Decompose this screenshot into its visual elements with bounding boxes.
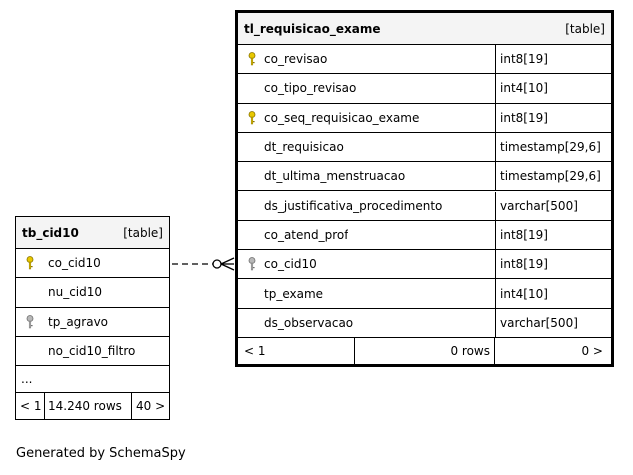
column-row[interactable]: co_seq_requisicao_exame int8[19] [238,103,611,133]
column-name: ds_justificativa_procedimento [264,198,443,213]
column-name: co_seq_requisicao_exame [264,110,420,125]
primary-key-icon [248,110,256,124]
column-type: timestamp[29,6] [500,140,601,155]
column-type: int8[19] [500,52,548,67]
column-name: ds_observacao [264,315,354,330]
column-name: no_cid10_filtro [48,344,136,359]
column-row[interactable]: tp_agravo [16,308,169,337]
column-name: co_atend_prof [264,227,349,242]
parents-count[interactable]: < 1 [20,399,42,413]
relationship-crowfoot-top [220,257,235,265]
column-row[interactable]: co_atend_prof int8[19] [238,220,611,251]
children-count[interactable]: 0 > [581,344,603,358]
table-name: tb_cid10 [22,225,79,240]
parents-count[interactable]: < 1 [244,344,266,358]
primary-key-icon [248,52,256,66]
column-type: int8[19] [500,257,548,272]
table-tb-cid10[interactable]: tb_cid10 [table] co_cid10 nu_cid10 tp_agra… [15,216,170,420]
column-row[interactable]: ds_observacao varchar[500] [238,308,611,338]
column-name: co_tipo_revisao [264,81,357,96]
generated-by-text: Generated by SchemaSpy [16,446,186,461]
column-row[interactable]: co_cid10 int8[19] [238,250,611,280]
row-count: 14.240 rows [48,399,122,413]
table-footer: < 1 0 rows 0 > [238,338,611,364]
column-type: int8[19] [500,110,548,125]
column-row[interactable]: dt_ultima_menstruacao timestamp[29,6] [238,162,611,192]
column-name: dt_requisicao [264,140,344,155]
column-row[interactable]: dt_requisicao timestamp[29,6] [238,132,611,163]
column-row[interactable]: tp_exame int4[10] [238,279,611,309]
column-name: dt_ultima_menstruacao [264,169,406,184]
column-row[interactable]: no_cid10_filtro [16,337,169,367]
column-name: co_cid10 [264,257,317,272]
table-type-label: [table] [123,225,163,240]
foreign-key-icon [248,257,256,271]
column-type: varchar[500] [500,315,578,330]
column-type: int4[10] [500,81,548,96]
primary-key-icon [26,256,34,270]
column-row[interactable]: co_cid10 [16,249,169,279]
column-name: tp_exame [264,286,324,301]
table-name: tl_requisicao_exame [244,21,381,36]
column-row[interactable]: co_revisao int8[19] [238,45,611,75]
table-header[interactable]: tb_cid10 [table] [16,217,169,249]
column-type: int8[19] [500,227,548,242]
column-type: int4[10] [500,286,548,301]
column-row[interactable]: co_tipo_revisao int4[10] [238,74,611,104]
column-name: co_revisao [264,52,328,67]
relationship-crowfoot-bottom [220,263,235,271]
column-name: nu_cid10 [48,285,103,300]
more-columns-indicator: ... [21,372,33,386]
table-type-label: [table] [565,21,605,36]
column-type: timestamp[29,6] [500,169,601,184]
column-row[interactable]: nu_cid10 [16,278,169,308]
column-name: tp_agravo [48,314,109,329]
column-row[interactable]: ds_justificativa_procedimento varchar[500… [238,191,611,221]
column-type: varchar[500] [500,198,578,213]
more-columns-row: ... [16,366,169,393]
foreign-key-icon [26,314,34,328]
row-count: 0 rows [450,344,490,358]
table-header[interactable]: tl_requisicao_exame [table] [238,13,611,45]
relationship-optional-circle [212,259,222,269]
table-footer: < 1 14.240 rows 40 > [16,393,169,419]
column-name: co_cid10 [48,256,101,271]
children-count[interactable]: 40 > [136,399,166,413]
